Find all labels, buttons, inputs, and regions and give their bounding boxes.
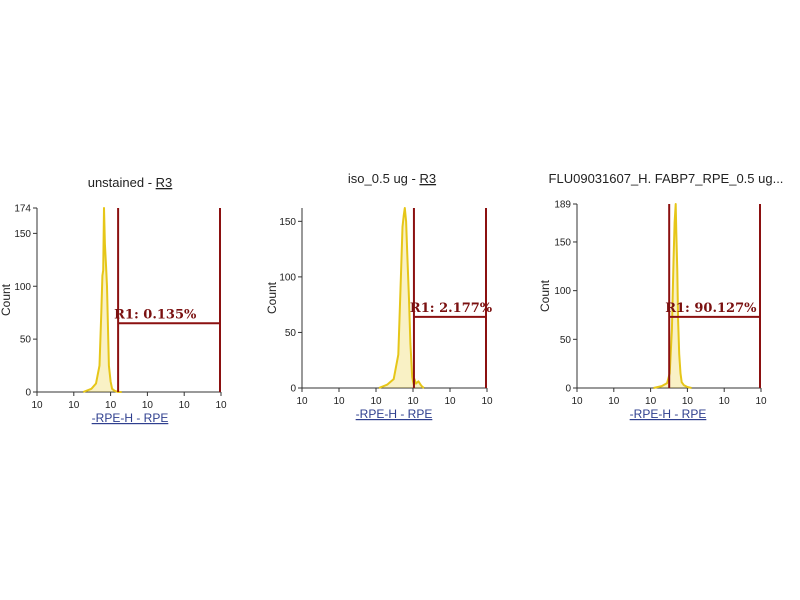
- x-tick-label: 10: [571, 396, 583, 407]
- x-tick-label: 10: [370, 396, 382, 407]
- x-tick-label: 10: [105, 400, 117, 411]
- y-tick-label: 174: [14, 204, 31, 215]
- panel-title: unstained - R3: [88, 175, 173, 190]
- y-tick-label: 50: [560, 335, 572, 346]
- histogram-panel-3: FLU09031607_H. FABP7_RPE_0.5 ug... 0 50 100…: [538, 171, 783, 421]
- x-axis-label: -RPE-H - RPE: [356, 407, 433, 421]
- y-axis-label: Count: [538, 279, 552, 312]
- gate-label: R1: 0.135%: [114, 307, 197, 322]
- histogram-fill-1: [653, 204, 692, 388]
- x-tick-label: 10: [444, 396, 456, 407]
- panel-title: FLU09031607_H. FABP7_RPE_0.5 ug...: [549, 171, 784, 186]
- x-tick-label: 10: [645, 396, 657, 407]
- panel-title: iso_0.5 ug - R3: [348, 171, 436, 186]
- y-tick-label: 0: [565, 384, 571, 395]
- gate-label: R1: 90.127%: [665, 301, 757, 316]
- x-tick-label: 10: [407, 396, 419, 407]
- y-tick-label: 150: [279, 217, 296, 228]
- histogram-line-1: [378, 207, 425, 389]
- x-axis-label: -RPE-H - RPE: [92, 411, 169, 425]
- histogram-panel-1: unstained - R3 0 50 100 150 174 10 10 10 10 10 10 R1…: [0, 175, 227, 425]
- x-tick-label: 10: [333, 396, 345, 407]
- panel-title-link[interactable]: R3: [156, 175, 173, 190]
- y-tick-label: 100: [554, 286, 571, 297]
- y-tick-label: 50: [285, 328, 297, 339]
- x-tick-label: 10: [755, 396, 767, 407]
- x-tick-label: 10: [608, 396, 620, 407]
- histogram-fill-1: [378, 208, 425, 388]
- y-tick-label: 0: [290, 384, 296, 395]
- x-tick-label: 10: [31, 400, 43, 411]
- x-tick-label: 10: [682, 396, 694, 407]
- y-axis-label: Count: [0, 283, 13, 316]
- y-tick-label: 50: [20, 335, 32, 346]
- y-tick-label: 100: [279, 272, 296, 283]
- histogram-fill-1: [83, 208, 122, 392]
- y-axis-label: Count: [265, 281, 279, 314]
- y-tick-label: 150: [14, 229, 31, 240]
- y-tick-label: 0: [25, 388, 31, 399]
- y-tick-label: 100: [14, 282, 31, 293]
- y-tick-label: 150: [554, 237, 571, 248]
- x-tick-label: 10: [215, 400, 227, 411]
- gate-label: R1: 2.177%: [410, 301, 493, 316]
- x-tick-label: 10: [719, 396, 731, 407]
- x-tick-label: 10: [142, 400, 154, 411]
- histogram-line-1: [82, 207, 122, 393]
- x-axis-label: -RPE-H - RPE: [630, 407, 707, 421]
- x-tick-label: 10: [296, 396, 308, 407]
- x-tick-label: 10: [179, 400, 191, 411]
- x-tick-label: 10: [481, 396, 493, 407]
- histogram-panel-2: iso_0.5 ug - R3 0 50 100 150 10 10 10 10 10 10 R1: …: [265, 171, 493, 421]
- panel-title-link[interactable]: R3: [419, 171, 436, 186]
- x-tick-label: 10: [68, 400, 80, 411]
- y-tick-label: 189: [554, 200, 571, 211]
